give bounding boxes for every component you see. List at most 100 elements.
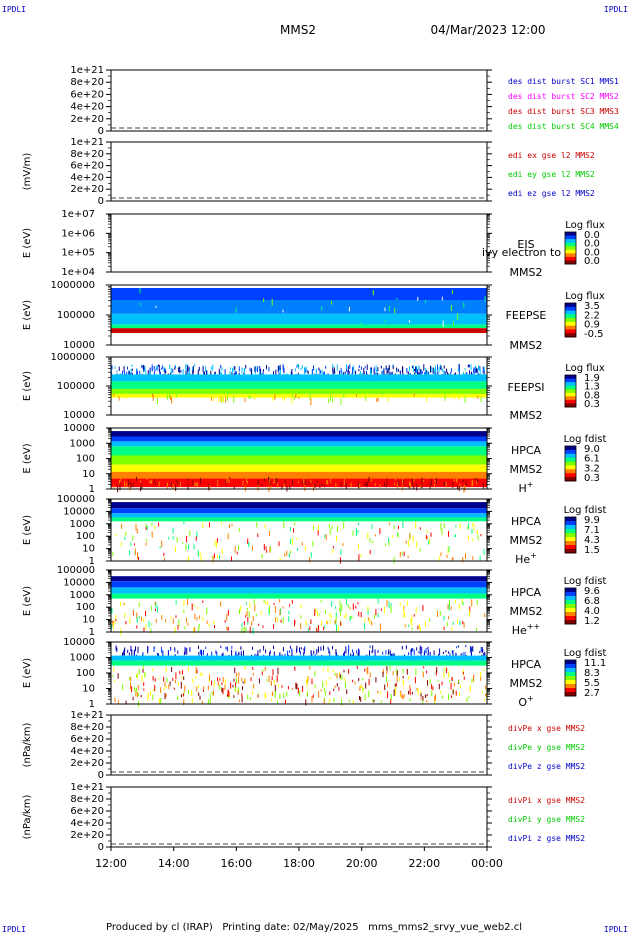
spectrogram-speck: [213, 397, 215, 401]
spectrogram-speck: [158, 522, 160, 527]
spectrogram-speck: [325, 680, 327, 687]
spectrogram-speck: [317, 646, 319, 653]
spectrogram-speck: [202, 617, 204, 621]
spectrogram-speck: [163, 552, 165, 556]
spectrogram-speck: [247, 538, 249, 544]
spectrogram-speck: [368, 690, 370, 698]
spectrogram-speck: [417, 369, 418, 376]
spectrogram-speck: [269, 652, 271, 657]
spectrogram-speck: [341, 699, 343, 706]
y-axis-label: E (eV): [22, 228, 33, 258]
spectrogram-speck: [451, 695, 452, 698]
spectrogram-speck: [437, 610, 438, 617]
y-tick-label: 10000: [63, 577, 95, 588]
spectrogram-speck: [150, 605, 152, 611]
spectrogram-speck: [282, 365, 284, 368]
spectrogram-speck: [329, 528, 331, 535]
spectrogram-speck: [392, 365, 394, 370]
spectrogram-speck: [304, 646, 306, 652]
spectrogram-speck: [151, 480, 153, 484]
spectrogram-speck: [406, 600, 408, 607]
spectrogram-speck: [283, 482, 285, 488]
spectrogram-speck: [329, 394, 331, 402]
spectrogram-speck: [466, 697, 468, 703]
spectrogram-band: [111, 394, 487, 398]
spectrogram-speck: [318, 625, 319, 632]
spectrogram-speck: [385, 650, 387, 655]
spectrogram-speck: [316, 649, 318, 655]
spectrogram-speck: [211, 680, 212, 686]
spectrogram-speck: [425, 367, 427, 375]
spectrogram-band: [111, 300, 487, 314]
spectrogram-speck: [136, 674, 138, 678]
colorbar-title: Log fdist: [564, 505, 607, 516]
panel-frame: [110, 213, 488, 273]
spectrogram-speck: [266, 549, 268, 553]
spectrogram-speck: [113, 667, 115, 672]
spectrogram-speck: [146, 538, 148, 542]
spectrogram-speck: [314, 671, 316, 677]
spectrogram-speck: [232, 684, 234, 688]
spectrogram-speck: [353, 365, 354, 370]
spectrogram-speck: [376, 398, 378, 402]
spectrogram-speck: [426, 529, 428, 533]
spectrogram-speck: [270, 484, 272, 490]
spectrogram-speck: [393, 689, 395, 697]
spectrogram-speck: [376, 369, 378, 374]
colorbar-segment: [565, 692, 576, 697]
spectrogram-speck: [123, 648, 125, 656]
y-axis-label: E (eV): [22, 443, 33, 473]
spectrogram-speck: [381, 608, 382, 611]
spectrogram-speck: [427, 651, 429, 655]
spectrogram-speck: [232, 368, 233, 374]
spacecraft-label: MMS2: [510, 677, 543, 690]
spectrogram-speck: [249, 601, 251, 608]
spectrogram-speck: [170, 616, 172, 619]
spectrogram-speck: [125, 700, 127, 705]
spectrogram-speck: [343, 615, 345, 618]
spectrogram-speck: [449, 680, 451, 683]
spectrogram-speck: [158, 364, 160, 372]
spectrogram-speck: [311, 369, 313, 375]
spectrogram-speck: [458, 603, 460, 610]
spectrogram-speck: [263, 543, 265, 551]
spectrogram-speck: [377, 598, 379, 604]
spectrogram-speck: [241, 693, 243, 697]
spectrogram-speck: [172, 536, 174, 540]
spectrogram-speck: [355, 370, 357, 376]
spectrogram-speck: [155, 619, 157, 623]
spectrogram-speck: [348, 646, 350, 651]
colorbar-segment: [565, 680, 576, 685]
spectrogram-speck: [214, 371, 216, 375]
spectrogram-speck: [183, 521, 185, 525]
spectrogram-speck: [137, 693, 139, 696]
spectrogram-speck: [340, 398, 342, 405]
spectrogram-speck: [310, 650, 312, 654]
colorbar-value: 4.3: [584, 535, 600, 546]
spectrogram-speck: [234, 371, 236, 377]
spectrogram-speck: [177, 681, 179, 686]
colorbar-value: 3.5: [584, 301, 600, 312]
spectrogram-speck: [382, 651, 384, 655]
spectrogram-speck: [483, 366, 485, 372]
spectrogram-speck: [112, 622, 114, 629]
spectrogram-speck: [192, 365, 194, 373]
spectrogram-speck: [273, 679, 275, 685]
spectrogram-speck: [233, 366, 235, 372]
spectrogram-speck: [443, 365, 445, 369]
spectrogram-speck: [146, 525, 148, 530]
panel-frame: [110, 714, 488, 776]
spectrogram-speck: [220, 364, 222, 369]
spectrogram-speck: [129, 617, 131, 624]
spectrogram-speck: [435, 694, 436, 701]
spectrogram-speck: [156, 605, 158, 613]
colorbar-segment: [565, 676, 576, 681]
spectrogram-speck: [274, 478, 276, 483]
colorbar-segment: [565, 545, 576, 550]
spectrogram-speck: [255, 613, 257, 617]
spectrogram-speck: [227, 627, 229, 631]
colorbar-segment: [565, 549, 576, 554]
spectrogram-speck: [226, 646, 228, 652]
spectrogram-speck: [416, 366, 418, 373]
